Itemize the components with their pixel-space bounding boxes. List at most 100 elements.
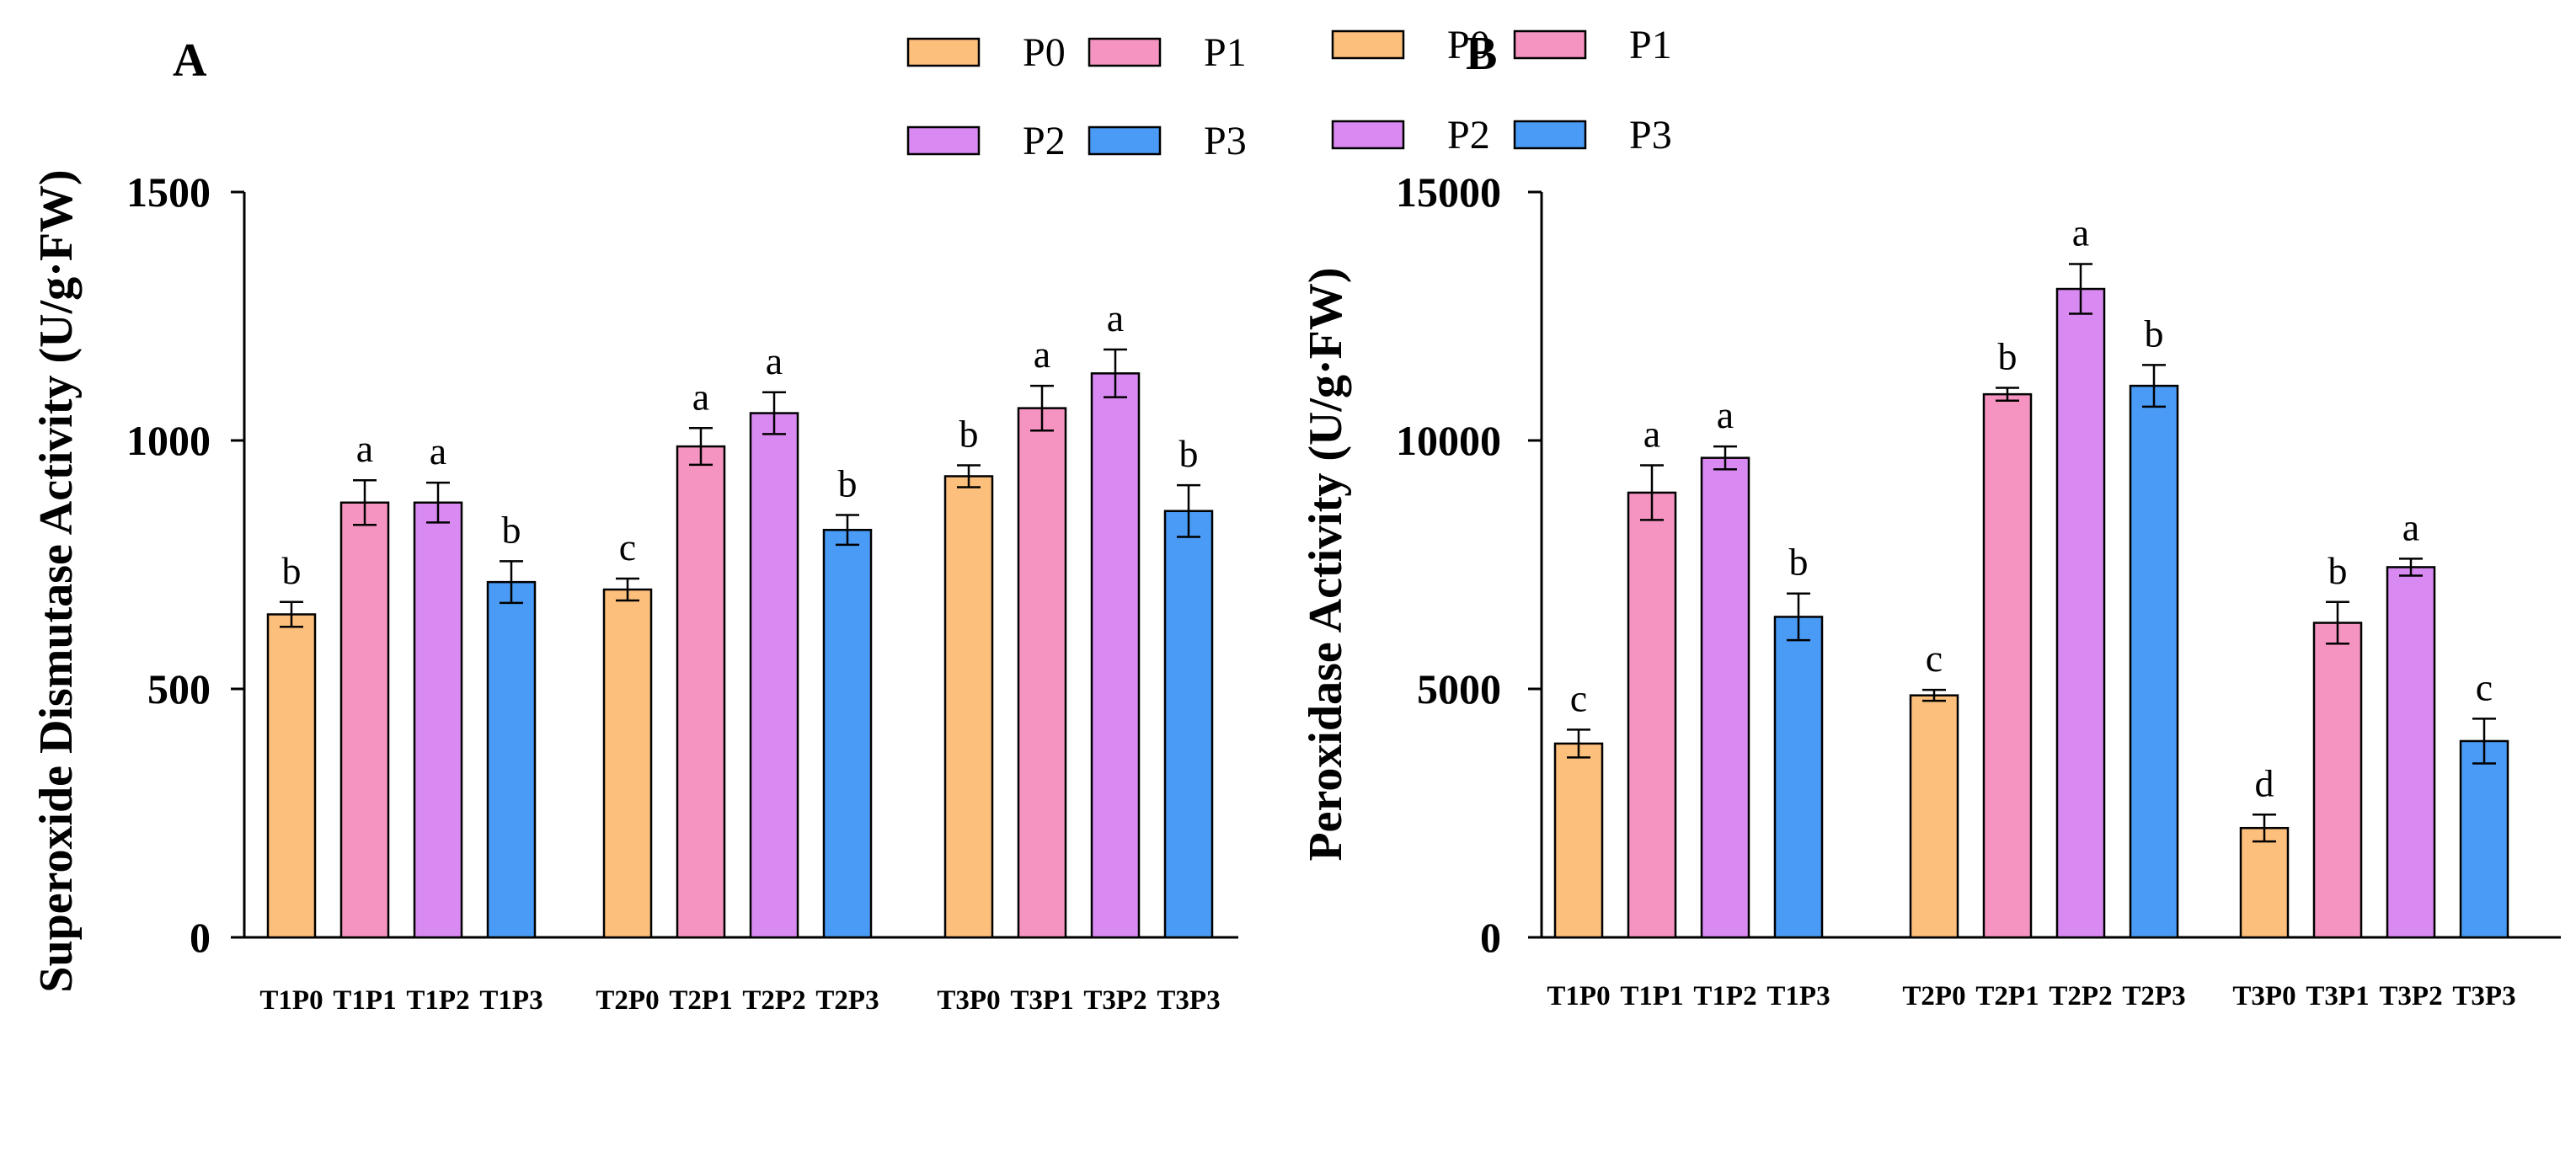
panel-b-x-tick-label: T3P0 <box>2232 981 2295 1011</box>
panel-a-bar-t1p3 <box>486 580 537 939</box>
panel-a-x-tick-label: T2P0 <box>596 985 659 1016</box>
panel-b-significance-label: b <box>1789 541 1809 584</box>
panel-a-x-tick-label: T2P3 <box>815 985 879 1016</box>
panel-a-x-tick-label: T1P1 <box>333 985 396 1016</box>
panel-a-x-tick-label: T2P1 <box>669 985 732 1016</box>
panel-b-x-tick-label: T2P0 <box>1902 981 1965 1011</box>
panel-a-legend-label-p2: P2 <box>1023 119 1066 163</box>
panel-b-x-tick-label: T1P0 <box>1547 981 1610 1011</box>
panel-b-significance-label: b <box>2328 549 2348 592</box>
panel-b-significance-label: c <box>1570 676 1587 719</box>
panel-a-y-tick-label: 500 <box>147 665 211 712</box>
panel-b-y-tick-label: 0 <box>1480 914 1501 961</box>
panel-a-significance-label: a <box>356 427 373 470</box>
panel-b-y-axis-label: Peroxidase Activity (U/g·FW) <box>1300 267 1352 861</box>
panel-b-bar-t2p1 <box>1982 392 2033 939</box>
panel-b-bar-t3p1 <box>2312 622 2363 939</box>
panel-a-y-axis-label: Superoxide Dismutase Activity (U/g·FW) <box>30 169 83 992</box>
panel-b-x-tick-label: T1P1 <box>1620 981 1683 1011</box>
panel-a-x-tick-label: T3P0 <box>937 985 1000 1016</box>
panel-a-legend-swatch-p3 <box>1088 125 1162 156</box>
panel-a-significance-label: a <box>766 339 783 382</box>
panel-b-x-tick-label: T2P2 <box>2049 981 2112 1011</box>
panel-a-x-tick-label: T1P0 <box>259 985 323 1016</box>
panel-a-y-tick-label: 1000 <box>126 417 211 464</box>
panel-a-significance-label: b <box>502 508 521 551</box>
panel-b-significance-label: a <box>1717 393 1734 436</box>
panel-a-significance-label: c <box>619 526 636 568</box>
panel-a-y-tick-label: 0 <box>190 914 211 961</box>
panel-b-bar-t1p1 <box>1627 491 1677 939</box>
panel-b-significance-label: c <box>2476 665 2493 708</box>
panel-a-bar-t2p3 <box>822 528 873 939</box>
panel-a-legend-swatch-p2 <box>906 125 981 156</box>
panel-a-bar-t2p0 <box>602 588 653 939</box>
panel-a-significance-label: b <box>282 549 302 592</box>
panel-b-legend-swatch-p3 <box>1513 120 1587 150</box>
panel-b-x-tick-label: T1P3 <box>1766 981 1830 1011</box>
panel-b-y-tick-label: 15000 <box>1396 168 1501 216</box>
panel-a-significance-label: b <box>838 462 858 505</box>
panel-b-x-tick-label: T3P3 <box>2452 981 2515 1011</box>
panel-b-legend-label-p1: P1 <box>1629 23 1672 67</box>
panel-b-bar-t2p0 <box>1909 694 1959 939</box>
panel-b-legend-label-p2: P2 <box>1447 113 1490 157</box>
panel-a-significance-label: a <box>1107 296 1124 339</box>
panel-a-x-tick-label: T2P2 <box>742 985 805 1016</box>
panel-b-bar-t3p2 <box>2386 566 2436 939</box>
panel-b-bar-t2p3 <box>2129 384 2179 939</box>
panel-b-bar-t3p3 <box>2459 739 2509 939</box>
panel-a-bar-t3p1 <box>1017 407 1067 939</box>
panel-b-y-tick-label: 5000 <box>1417 665 1501 712</box>
panel-a-bar-t3p2 <box>1090 372 1141 939</box>
panel-b-chart: B Peroxidase Activity (U/g·FW) 0 5000 1000… <box>1300 23 2561 1011</box>
panel-a-bar-t2p1 <box>676 445 726 939</box>
panel-a-x-tick-label: T1P2 <box>406 985 469 1016</box>
panel-b-legend-swatch-p0 <box>1331 29 1405 60</box>
panel-a-bar-t3p3 <box>1163 510 1214 939</box>
panel-a-bar-t1p1 <box>339 501 390 939</box>
panel-b-bar-t2p2 <box>2055 287 2106 939</box>
panel-a-significance-label: b <box>1179 432 1199 475</box>
panel-b-significance-label: b <box>2145 312 2164 355</box>
panel-b-bar-t3p0 <box>2239 826 2290 939</box>
panel-b-legend-label-p0: P0 <box>1447 23 1490 67</box>
panel-b-bar-t1p2 <box>1700 456 1750 939</box>
panel-a-bar-t3p0 <box>943 475 994 939</box>
panel-a-legend-label-p1: P1 <box>1204 30 1247 75</box>
panel-a-bar-t1p2 <box>413 501 463 939</box>
panel-b-legend-label-p3: P3 <box>1629 113 1672 157</box>
panel-b-x-tick-label: T1P2 <box>1693 981 1756 1011</box>
panel-a-chart: A Superoxide Dismutase Activity (U/g·FW)… <box>30 30 1247 1016</box>
panel-a-legend-swatch-p1 <box>1088 37 1162 67</box>
panel-a-bar-t1p0 <box>266 613 317 939</box>
panel-b-significance-label: a <box>1643 413 1660 456</box>
panel-b-significance-label: a <box>2402 505 2419 548</box>
panel-b-significance-label: a <box>2072 211 2089 254</box>
panel-b-significance-label: c <box>1926 637 1943 680</box>
panel-b-x-tick-label: T2P3 <box>2122 981 2185 1011</box>
panel-a-significance-label: a <box>430 430 446 472</box>
panel-a-significance-label: a <box>1034 333 1050 376</box>
panel-a-significance-label: b <box>959 413 979 456</box>
panel-a-x-tick-label: T3P1 <box>1010 985 1073 1016</box>
panel-a-x-tick-label: T3P2 <box>1083 985 1146 1016</box>
panel-b-letter: B <box>1466 28 1497 80</box>
panel-a-bar-t2p2 <box>749 412 799 939</box>
panel-b-y-tick-label: 10000 <box>1396 417 1501 464</box>
panel-b-x-tick-label: T2P1 <box>1975 981 2039 1011</box>
panel-a-legend-label-p3: P3 <box>1204 119 1247 163</box>
panel-b-bar-t1p3 <box>1773 616 1824 939</box>
panel-b-x-tick-label: T3P1 <box>2306 981 2369 1011</box>
panel-a-legend-swatch-p0 <box>906 37 981 67</box>
panel-b-significance-label: b <box>1998 334 2018 377</box>
panel-a-x-tick-label: T3P3 <box>1157 985 1220 1016</box>
panel-b-bar-t1p0 <box>1553 742 1604 939</box>
panel-b-legend-swatch-p2 <box>1331 120 1405 150</box>
panel-b-legend-swatch-p1 <box>1513 29 1587 60</box>
panel-a-legend-label-p0: P0 <box>1023 30 1066 75</box>
panel-a-y-tick-label: 1500 <box>126 168 211 216</box>
panel-a-significance-label: a <box>692 375 709 418</box>
panel-a-letter: A <box>173 35 207 87</box>
